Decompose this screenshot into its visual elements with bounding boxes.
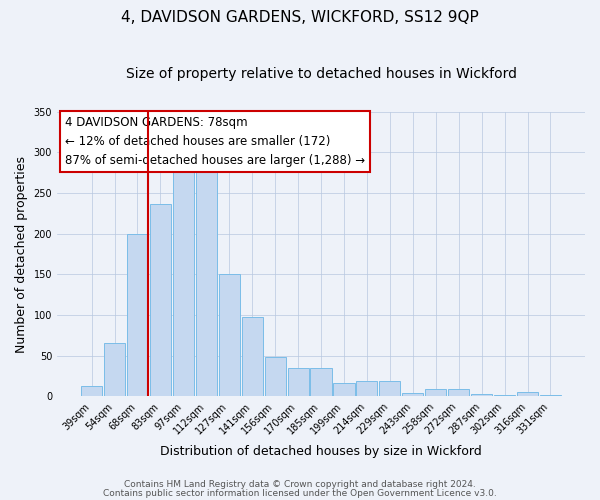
Bar: [310, 368, 332, 396]
Bar: [150, 204, 171, 396]
Bar: [265, 358, 286, 397]
Bar: [517, 392, 538, 396]
Title: Size of property relative to detached houses in Wickford: Size of property relative to detached ho…: [125, 68, 517, 82]
Bar: [356, 381, 377, 396]
Bar: [334, 384, 355, 396]
Bar: [81, 386, 102, 396]
Bar: [287, 368, 308, 396]
Bar: [448, 389, 469, 396]
Bar: [218, 274, 240, 396]
Bar: [127, 234, 148, 396]
Text: Contains public sector information licensed under the Open Government Licence v3: Contains public sector information licen…: [103, 488, 497, 498]
Bar: [425, 389, 446, 396]
Text: 4, DAVIDSON GARDENS, WICKFORD, SS12 9QP: 4, DAVIDSON GARDENS, WICKFORD, SS12 9QP: [121, 10, 479, 25]
Text: Contains HM Land Registry data © Crown copyright and database right 2024.: Contains HM Land Registry data © Crown c…: [124, 480, 476, 489]
Bar: [196, 160, 217, 396]
Bar: [402, 393, 424, 396]
X-axis label: Distribution of detached houses by size in Wickford: Distribution of detached houses by size …: [160, 444, 482, 458]
Bar: [379, 381, 400, 396]
Bar: [104, 344, 125, 396]
Text: 4 DAVIDSON GARDENS: 78sqm
← 12% of detached houses are smaller (172)
87% of semi: 4 DAVIDSON GARDENS: 78sqm ← 12% of detac…: [65, 116, 365, 167]
Bar: [471, 394, 492, 396]
Y-axis label: Number of detached properties: Number of detached properties: [15, 156, 28, 352]
Bar: [242, 316, 263, 396]
Bar: [173, 171, 194, 396]
